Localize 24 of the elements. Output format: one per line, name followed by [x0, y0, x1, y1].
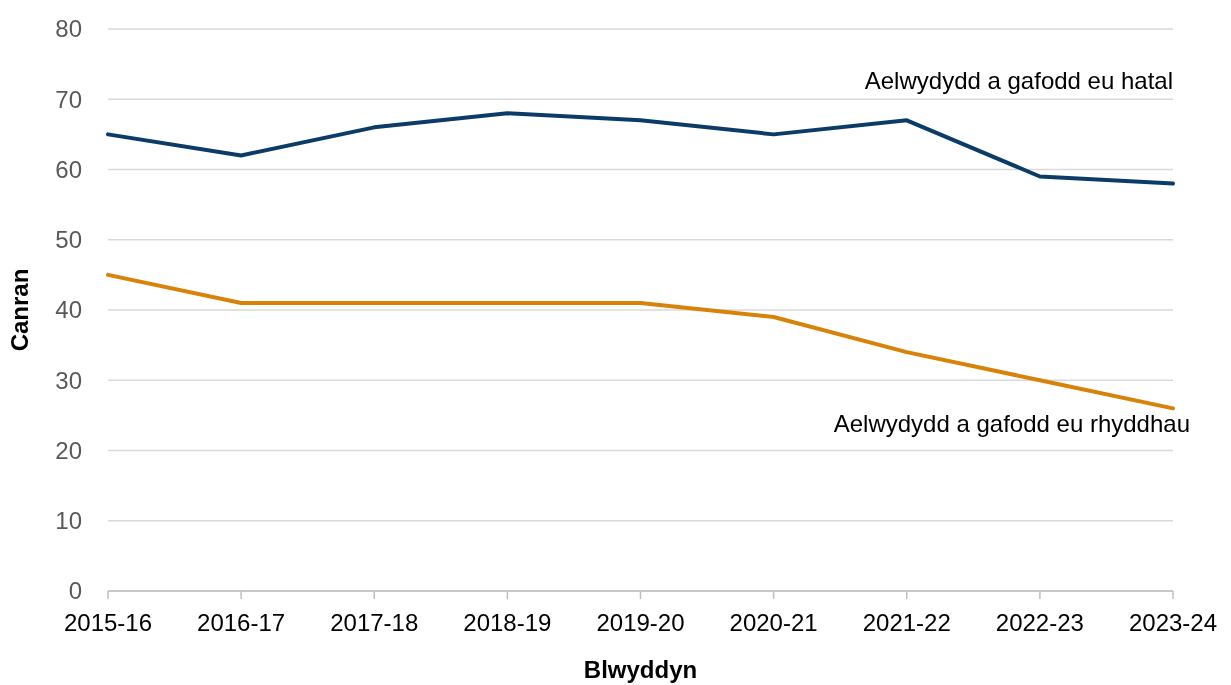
y-tick-label: 70 [55, 85, 82, 113]
x-tick-label: 2017-18 [330, 609, 419, 636]
x-tick-label: 2020-21 [729, 609, 818, 636]
x-tick-label: 2022-23 [995, 609, 1084, 636]
y-tick-label: 40 [55, 296, 82, 324]
y-tick-label: 30 [55, 366, 82, 394]
series-label: Aelwydydd a gafodd eu rhyddhau [833, 410, 1190, 438]
x-tick-label: 2021-22 [862, 609, 951, 636]
x-tick-label: 2015-16 [63, 609, 153, 636]
x-tick-label: 2018-19 [463, 609, 552, 636]
x-tick-label: 2019-20 [596, 609, 685, 636]
x-tick-label: 2016-17 [197, 609, 286, 636]
line-series [106, 272, 1175, 411]
y-axis-title: Canran [6, 268, 33, 352]
line-series [106, 111, 1175, 186]
series-label: Aelwydydd a gafodd eu hatal [864, 66, 1173, 94]
y-tick-label: 10 [55, 507, 82, 535]
y-tick-label: 60 [55, 155, 82, 183]
y-tick-label: 80 [55, 15, 82, 43]
y-tick-label: 20 [55, 436, 82, 464]
x-axis-title: Blwyddyn [583, 656, 698, 683]
y-tick-label: 50 [55, 226, 82, 254]
x-tick-label: 2023-24 [1128, 609, 1218, 636]
y-tick-label: 0 [68, 577, 82, 605]
